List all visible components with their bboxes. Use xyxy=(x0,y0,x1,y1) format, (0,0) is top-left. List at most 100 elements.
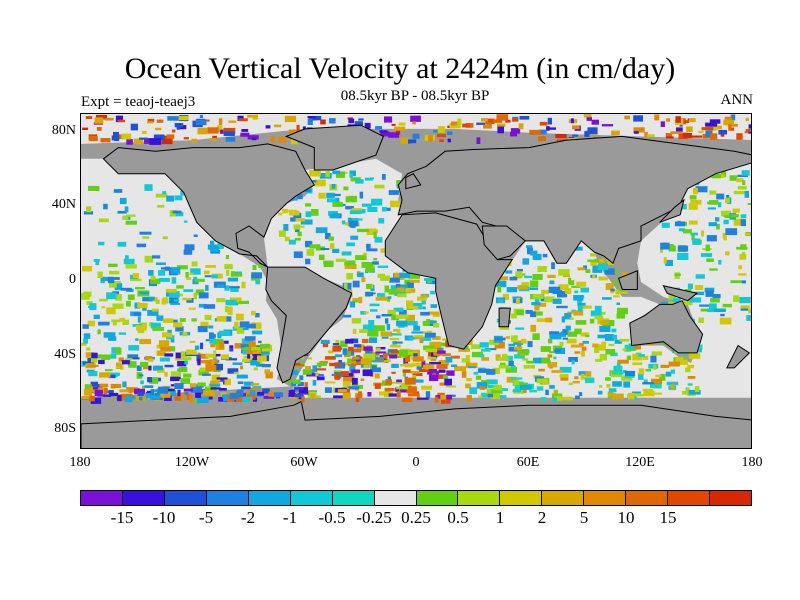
velocity-cell xyxy=(409,279,420,283)
velocity-cell xyxy=(98,218,109,223)
velocity-cell xyxy=(213,356,217,362)
velocity-cell xyxy=(598,276,608,281)
velocity-cell xyxy=(241,129,249,132)
velocity-cell xyxy=(395,341,403,344)
velocity-cell xyxy=(171,277,177,284)
velocity-cell xyxy=(99,372,111,378)
velocity-cell xyxy=(547,117,552,125)
velocity-cell xyxy=(125,264,137,269)
velocity-cell xyxy=(674,273,681,276)
velocity-cell xyxy=(325,387,332,393)
velocity-cell xyxy=(407,282,414,288)
velocity-cell xyxy=(497,299,504,303)
velocity-cell xyxy=(352,218,363,221)
velocity-cell xyxy=(549,332,562,340)
velocity-cell xyxy=(442,338,451,341)
velocity-cell xyxy=(247,114,259,118)
velocity-cell xyxy=(478,395,482,399)
velocity-cell xyxy=(140,380,144,385)
velocity-cell xyxy=(237,381,244,384)
velocity-cell xyxy=(247,354,251,359)
velocity-cell xyxy=(312,380,317,386)
velocity-cell xyxy=(145,356,152,361)
velocity-cell xyxy=(376,315,381,319)
velocity-cell xyxy=(406,288,416,293)
velocity-cell xyxy=(135,338,139,341)
velocity-cell xyxy=(152,255,161,259)
velocity-cell xyxy=(195,289,205,294)
velocity-cell xyxy=(196,360,207,364)
velocity-cell xyxy=(357,272,364,278)
velocity-cell xyxy=(451,121,458,126)
velocity-cell xyxy=(567,311,576,314)
velocity-cell xyxy=(513,379,520,385)
velocity-cell xyxy=(196,354,201,361)
velocity-cell xyxy=(352,280,360,288)
velocity-cell xyxy=(262,388,270,394)
velocity-cell xyxy=(742,180,746,186)
velocity-cell xyxy=(421,385,432,390)
velocity-cell xyxy=(549,280,555,285)
velocity-cell xyxy=(612,393,624,400)
velocity-cell xyxy=(745,117,749,121)
velocity-cell xyxy=(581,305,592,309)
velocity-cell xyxy=(197,127,208,135)
velocity-cell xyxy=(122,319,129,325)
colorbar xyxy=(80,490,752,506)
velocity-cell xyxy=(166,134,175,139)
velocity-cell xyxy=(156,350,166,356)
velocity-cell xyxy=(252,354,262,361)
velocity-cell xyxy=(240,344,251,349)
velocity-cell xyxy=(405,287,411,292)
velocity-cell xyxy=(240,132,250,137)
velocity-cell xyxy=(736,133,743,140)
velocity-cell xyxy=(592,274,596,279)
velocity-cell xyxy=(677,245,689,252)
velocity-cell xyxy=(375,351,387,354)
map-panel xyxy=(80,113,752,449)
velocity-cell xyxy=(85,352,95,358)
velocity-cell xyxy=(704,287,715,293)
velocity-cell xyxy=(612,372,624,375)
velocity-cell xyxy=(167,116,179,121)
velocity-cell xyxy=(283,224,289,231)
velocity-cell xyxy=(89,386,98,393)
velocity-cell xyxy=(332,345,341,352)
velocity-cell xyxy=(359,329,369,333)
velocity-cell xyxy=(405,321,418,326)
velocity-cell xyxy=(375,297,388,301)
velocity-cell xyxy=(451,364,458,367)
velocity-cell xyxy=(392,341,397,345)
velocity-cell xyxy=(572,134,578,137)
velocity-cell xyxy=(320,339,330,344)
velocity-cell xyxy=(519,353,525,356)
velocity-cell xyxy=(193,234,198,237)
velocity-cell xyxy=(744,131,751,134)
velocity-cell xyxy=(260,349,270,355)
velocity-cell xyxy=(643,390,655,397)
velocity-cell xyxy=(221,354,229,360)
velocity-cell xyxy=(183,137,189,140)
velocity-cell xyxy=(251,137,257,141)
velocity-cell xyxy=(389,352,400,355)
velocity-cell xyxy=(533,357,542,364)
velocity-cell xyxy=(100,138,111,143)
velocity-cell xyxy=(197,396,209,404)
velocity-cell xyxy=(725,228,738,236)
velocity-cell xyxy=(665,133,672,139)
velocity-cell xyxy=(265,371,273,379)
velocity-cell xyxy=(736,246,748,250)
velocity-cell xyxy=(597,334,609,339)
velocity-cell xyxy=(385,379,392,385)
velocity-cell xyxy=(164,353,174,357)
velocity-cell xyxy=(191,261,198,267)
velocity-cell xyxy=(309,180,317,183)
velocity-cell xyxy=(158,340,170,347)
velocity-cell xyxy=(706,258,714,262)
velocity-cell xyxy=(223,394,228,401)
velocity-cell xyxy=(652,382,662,389)
velocity-cell xyxy=(242,358,254,363)
velocity-cell xyxy=(399,364,407,367)
colorbar-label: -15 xyxy=(110,508,134,527)
velocity-cell xyxy=(94,389,103,397)
